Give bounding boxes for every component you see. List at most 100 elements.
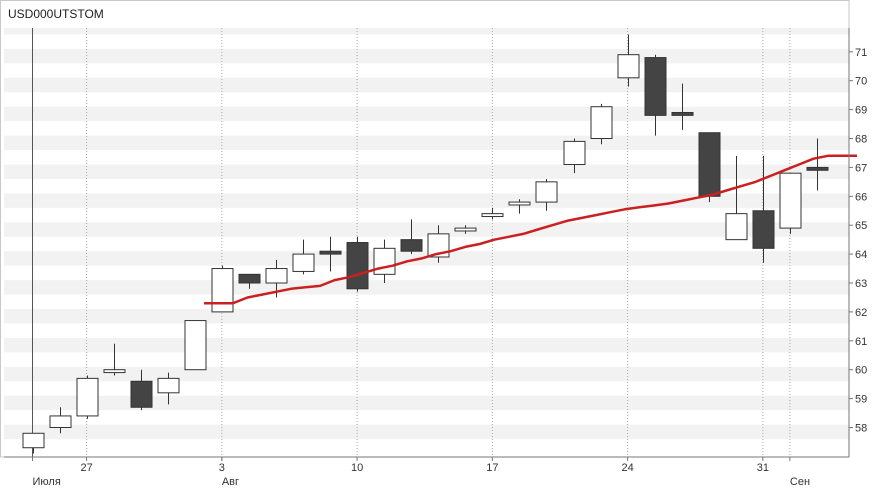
y-tick-label: 71	[855, 47, 867, 59]
candle-body-bull	[590, 106, 613, 139]
candle-body-bull	[454, 227, 477, 232]
y-axis: 58 59 60 61 62 63 64 65 66 67 68 69 70 71	[848, 28, 867, 457]
grid-band	[4, 135, 849, 151]
x-axis: Июля 27 Авг 3 10 17 24 31 Сен	[4, 456, 849, 488]
y-tick-label: 62	[855, 307, 867, 319]
candle-body-bear	[319, 250, 342, 255]
y-tick-label: 59	[855, 394, 867, 406]
y-tick-label: 58	[855, 423, 867, 435]
candle-body-bull	[779, 172, 802, 229]
chart-title: USD000UTSTOM	[8, 7, 104, 21]
x-tick-label: Сен	[790, 476, 810, 488]
candle	[103, 343, 126, 376]
candle	[725, 155, 748, 241]
grid-band	[4, 280, 849, 295]
x-tick-label: 27	[80, 462, 92, 474]
candle-body-bull	[535, 181, 558, 203]
moving-average-line	[204, 154, 857, 305]
candle-body-bull	[184, 320, 207, 371]
candle-body-bull	[211, 268, 234, 313]
grid-band	[4, 222, 849, 237]
candle	[563, 138, 586, 174]
grid-band	[4, 395, 849, 411]
candle	[130, 369, 153, 411]
candle-body-bull	[481, 213, 504, 218]
candle	[752, 155, 775, 263]
candle-body-bull	[22, 432, 45, 449]
candle	[698, 132, 721, 203]
candle-body-bull	[427, 233, 450, 258]
candle	[400, 219, 423, 255]
y-tick-label: 69	[855, 105, 867, 117]
x-tick-label: 3	[219, 462, 225, 474]
x-tick-label: 17	[486, 462, 498, 474]
candle-body-bull	[49, 415, 72, 429]
y-tick-label: 67	[855, 162, 867, 174]
grid-band	[4, 337, 849, 353]
horizontal-grid-bands	[4, 28, 849, 440]
x-tick-label: 10	[351, 462, 363, 474]
candle-body-bear	[400, 239, 423, 252]
candle-body-bear	[806, 166, 829, 171]
candle	[454, 225, 477, 234]
grid-band	[4, 48, 849, 64]
candle	[590, 103, 613, 145]
candle	[806, 138, 829, 191]
candle-body-bull	[265, 268, 288, 284]
candle	[157, 372, 180, 405]
candle-body-bull	[508, 201, 531, 206]
candle-body-bull	[617, 54, 640, 79]
y-tick-label: 63	[855, 278, 867, 290]
candle-body-bear	[130, 380, 153, 408]
x-tick-label: 24	[621, 462, 633, 474]
candle-body-bull	[76, 377, 99, 417]
candle-body-bear	[238, 273, 261, 284]
grid-band	[4, 366, 849, 382]
candle	[238, 273, 261, 289]
candle	[76, 375, 99, 419]
grid-band	[4, 309, 849, 324]
candle	[427, 225, 450, 263]
candle	[211, 265, 234, 313]
grid-band	[4, 164, 849, 179]
candle	[671, 83, 694, 130]
candle	[22, 432, 45, 454]
candle	[292, 239, 315, 275]
candle	[346, 236, 369, 292]
candle	[617, 34, 640, 87]
y-tick-label: 60	[855, 365, 867, 377]
x-tick-label: 31	[757, 462, 769, 474]
candle	[184, 320, 207, 371]
candle	[644, 54, 667, 136]
candle-body-bull	[292, 253, 315, 272]
candle-body-bull	[157, 377, 180, 394]
grid-band	[4, 28, 849, 35]
candle-body-bear	[698, 132, 721, 197]
candle-body-bull	[563, 140, 586, 166]
y-tick-label: 68	[855, 134, 867, 146]
y-tick-label: 64	[855, 249, 867, 261]
y-tick-label: 66	[855, 191, 867, 203]
x-tick-label: Июля	[33, 476, 61, 488]
y-tick-label: 70	[855, 76, 867, 88]
candles	[22, 34, 829, 454]
candle	[535, 178, 558, 211]
y-tick-label: 61	[855, 336, 867, 348]
candle	[508, 199, 531, 214]
candle	[779, 172, 802, 234]
grid-band	[4, 106, 849, 122]
grid-band	[4, 424, 849, 440]
candle	[49, 407, 72, 434]
grid-band	[4, 193, 849, 208]
candle-body-bear	[644, 57, 667, 116]
candle-body-bull	[725, 213, 748, 241]
candle	[319, 236, 342, 272]
candle	[373, 239, 396, 283]
candle-body-bear	[671, 111, 694, 116]
candle-body-bear	[346, 242, 369, 290]
candle	[481, 207, 504, 220]
candle-body-bear	[752, 210, 775, 249]
candle-body-bull	[103, 369, 126, 374]
y-tick-label: 65	[855, 220, 867, 232]
